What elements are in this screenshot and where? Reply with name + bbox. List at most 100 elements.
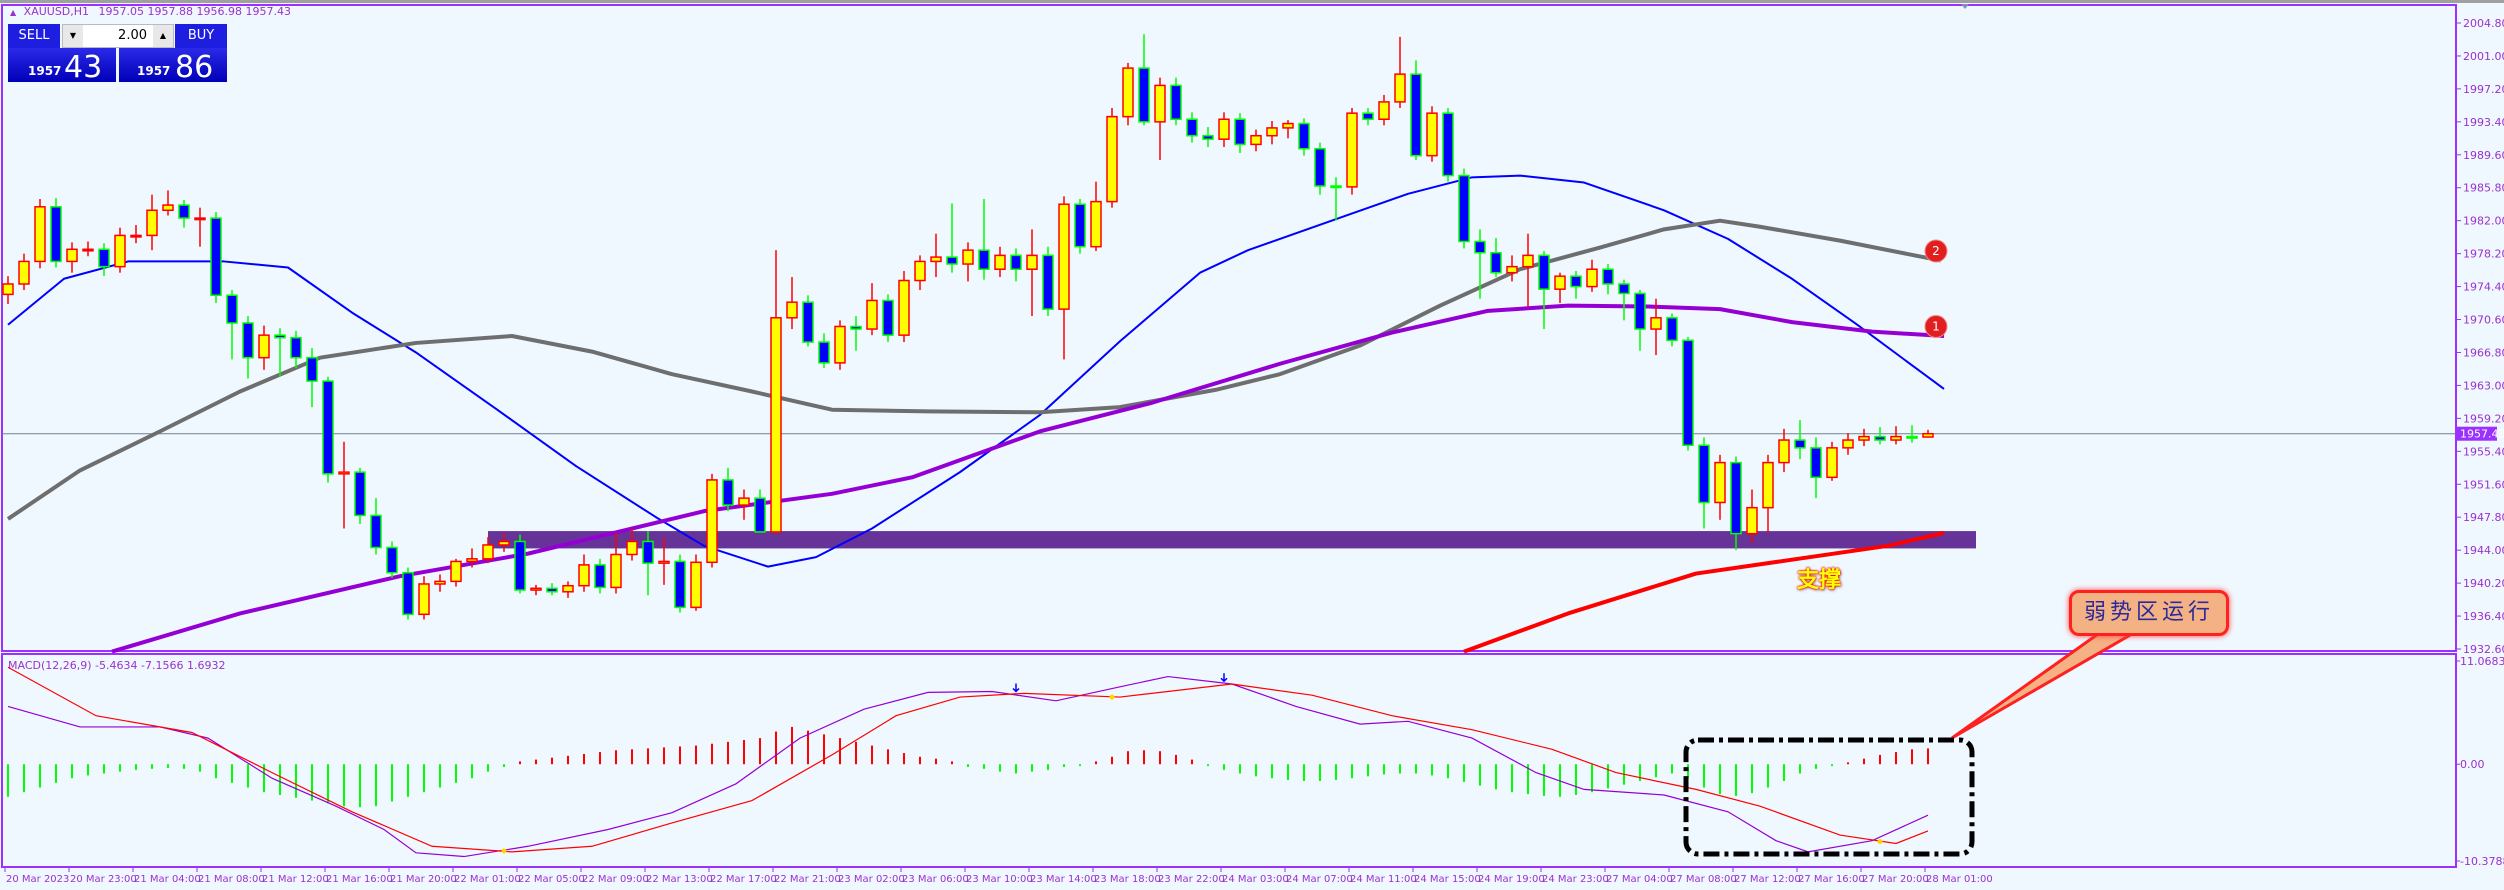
top-border [0, 0, 2504, 3]
price-tick-label: 2004.80 [2463, 17, 2504, 30]
time-tick-label: 22 Mar 13:00 [646, 874, 713, 885]
candle-body [1362, 112, 1374, 120]
time-tick-label: 24 Mar 07:00 [1286, 874, 1353, 885]
bear-candle [546, 583, 558, 596]
candle-body [1458, 174, 1470, 243]
sell-price-box[interactable]: 1957 43 [8, 48, 116, 85]
candle-body [1042, 254, 1054, 310]
candle-body [690, 561, 702, 609]
bear-candle [274, 328, 286, 377]
candle-body [1298, 122, 1310, 150]
candle-body [786, 301, 798, 319]
candle-body [514, 540, 526, 591]
bull-candle [34, 199, 46, 269]
callout-pointer [1951, 632, 2138, 740]
bear-candle [1810, 437, 1822, 499]
candle-body [1714, 461, 1726, 504]
bull-candle [482, 537, 494, 564]
bear-candle [50, 198, 62, 268]
collapse-triangle-icon[interactable]: ▲ [10, 8, 17, 17]
candle-body [770, 317, 782, 533]
price-tick-label: 2001.00 [2463, 50, 2504, 63]
bull-candle [1394, 36, 1406, 108]
candle-body [898, 279, 910, 336]
bull-candle [1762, 454, 1774, 533]
buy-button[interactable]: BUY [175, 24, 227, 49]
bear-candle [1074, 199, 1086, 254]
bull-candle [162, 190, 174, 216]
support-label: 支撑 [1797, 567, 1842, 593]
candle-body [290, 336, 302, 359]
time-tick-label: 24 Mar 19:00 [1478, 874, 1545, 885]
bull-candle [1778, 428, 1790, 473]
ma-gray-line [6, 218, 1942, 521]
bull-candle [770, 250, 782, 535]
candle-body [1186, 118, 1198, 137]
candle-body [1266, 127, 1278, 137]
macd-main-line [7, 675, 1929, 858]
candle-body [1778, 439, 1790, 464]
increase-lot-icon[interactable]: ▲ [153, 25, 173, 47]
moving-averages [6, 174, 1945, 654]
bear-candle [178, 199, 190, 228]
bear-candle [978, 199, 990, 280]
bear-candle [242, 316, 254, 379]
candle-body [1106, 115, 1118, 203]
numbered-marker-icon [1924, 239, 1948, 263]
candle-body [82, 248, 94, 252]
bear-candle [594, 558, 606, 594]
time-tick-label: 22 Mar 21:00 [774, 874, 841, 885]
bull-candle [1106, 107, 1118, 208]
candle-body [1906, 435, 1918, 439]
price-tick-label: 1951.60 [2463, 478, 2504, 491]
candle-body [706, 479, 718, 564]
candle-body [1810, 447, 1822, 479]
buy-price-box[interactable]: 1957 86 [119, 48, 227, 85]
candle-body [1522, 254, 1534, 268]
weak-zone-dashed-box [1683, 737, 1975, 857]
axes: 2004.80 2001.00 1997.20 1993.40 1989.60 1985.… [2, 17, 2504, 885]
bull-candle [690, 554, 702, 611]
candle-body [258, 334, 270, 359]
candle-body [658, 560, 670, 564]
bear-candle [1410, 60, 1422, 160]
annotation-markers: 21 [1924, 239, 1948, 338]
bear-candle [754, 489, 766, 533]
decrease-lot-icon[interactable]: ▼ [63, 25, 83, 47]
bull-candle [1282, 120, 1294, 139]
candle-body [274, 334, 286, 339]
bear-candle [322, 376, 334, 483]
candle-body [1666, 317, 1678, 342]
lot-size-input[interactable]: 2.00 [118, 28, 147, 43]
bear-candle [210, 212, 222, 304]
bull-candle [338, 441, 350, 529]
price-tick-label: 1966.80 [2463, 346, 2504, 359]
time-tick-label: 23 Mar 06:00 [902, 874, 969, 885]
sell-price-pips: 43 [64, 50, 103, 85]
bull-candle [786, 277, 798, 330]
lot-size-stepper[interactable]: ▼ 2.00 ▲ [62, 24, 174, 48]
candle-body [578, 564, 590, 587]
time-tick-label: 22 Mar 17:00 [710, 874, 777, 885]
bull-candle [1586, 259, 1598, 292]
candle-body [642, 540, 654, 564]
candle-body [418, 583, 430, 616]
candle-body [818, 341, 830, 364]
bull-candle [434, 574, 446, 592]
time-tick-label: 27 Mar 08:00 [1670, 874, 1737, 885]
candle-body [1890, 435, 1902, 441]
bear-candle [370, 498, 382, 555]
sell-price-prefix: 1957 [28, 64, 62, 78]
candle-body [1090, 200, 1102, 248]
candle-body [562, 584, 574, 593]
bull-candle [706, 473, 718, 568]
price-tick-label: 1947.80 [2463, 511, 2504, 524]
bear-candle [1602, 264, 1614, 295]
bear-candle [1874, 427, 1886, 445]
bull-candle [1090, 181, 1102, 252]
sell-button[interactable]: SELL [8, 24, 60, 49]
chart-shift-marker-icon[interactable] [1961, 4, 1969, 9]
one-click-trading-panel: SELL ▼ 2.00 ▲ BUY 1957 43 1957 86 [8, 24, 228, 85]
bull-candle [1842, 433, 1854, 455]
